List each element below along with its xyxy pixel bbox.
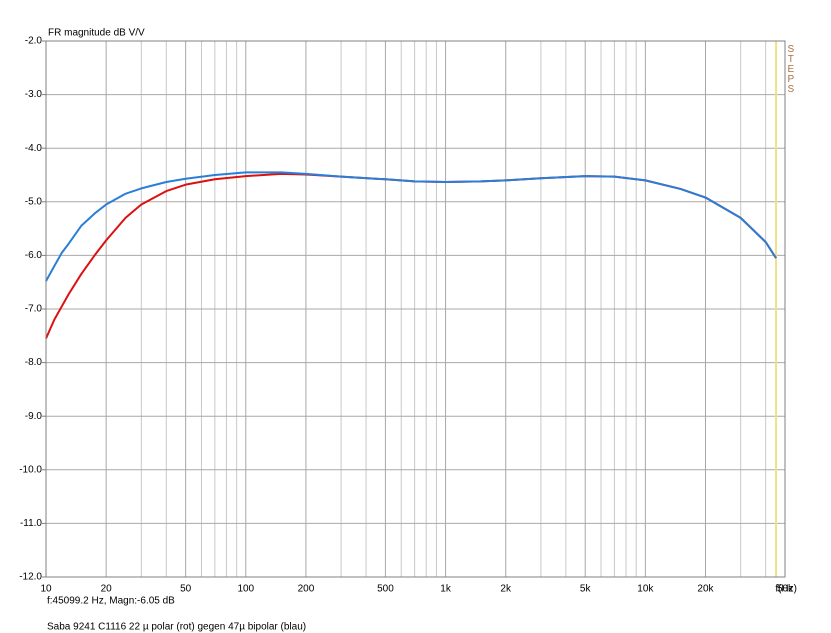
caption: Saba 9241 C1116 22 µ polar (rot) gegen 4… — [47, 622, 306, 633]
y-tick-label: -5.0 — [25, 196, 43, 207]
x-axis-label: f(Hz) — [775, 584, 797, 595]
y-tick-label: -8.0 — [25, 357, 43, 368]
x-tick-label: 5k — [580, 584, 592, 595]
cursor-readout: f:45099.2 Hz, Magn:-6.05 dB — [47, 596, 175, 607]
y-tick-label: -6.0 — [25, 250, 43, 261]
x-tick-label: 20k — [697, 584, 714, 595]
y-tick-label: -11.0 — [20, 518, 42, 529]
x-tick-label: 20 — [101, 584, 113, 595]
x-tick-label: 10 — [40, 584, 52, 595]
x-tick-label: 1k — [440, 584, 452, 595]
x-tick-label: 50k — [777, 584, 794, 595]
y-tick-label: -4.0 — [25, 143, 43, 154]
series-line — [45, 171, 777, 282]
x-tick-label: 500 — [377, 584, 394, 595]
x-tick-label: 100 — [237, 584, 254, 595]
chart-title: FR magnitude dB V/V — [48, 28, 145, 39]
x-tick-label: 50 — [180, 584, 192, 595]
y-tick-label: -10.0 — [19, 464, 42, 475]
y-tick-label: -3.0 — [25, 89, 43, 100]
x-tick-label: 2k — [500, 584, 512, 595]
x-tick-label: 200 — [298, 584, 315, 595]
plot-area — [45, 40, 786, 578]
y-tick-label: -9.0 — [25, 411, 43, 422]
side-label: STEPS — [785, 44, 796, 94]
y-tick-label: -2.0 — [25, 36, 43, 47]
x-tick-label: 10k — [637, 584, 654, 595]
y-tick-label: -12.0 — [19, 572, 42, 583]
y-tick-label: -7.0 — [25, 304, 43, 315]
